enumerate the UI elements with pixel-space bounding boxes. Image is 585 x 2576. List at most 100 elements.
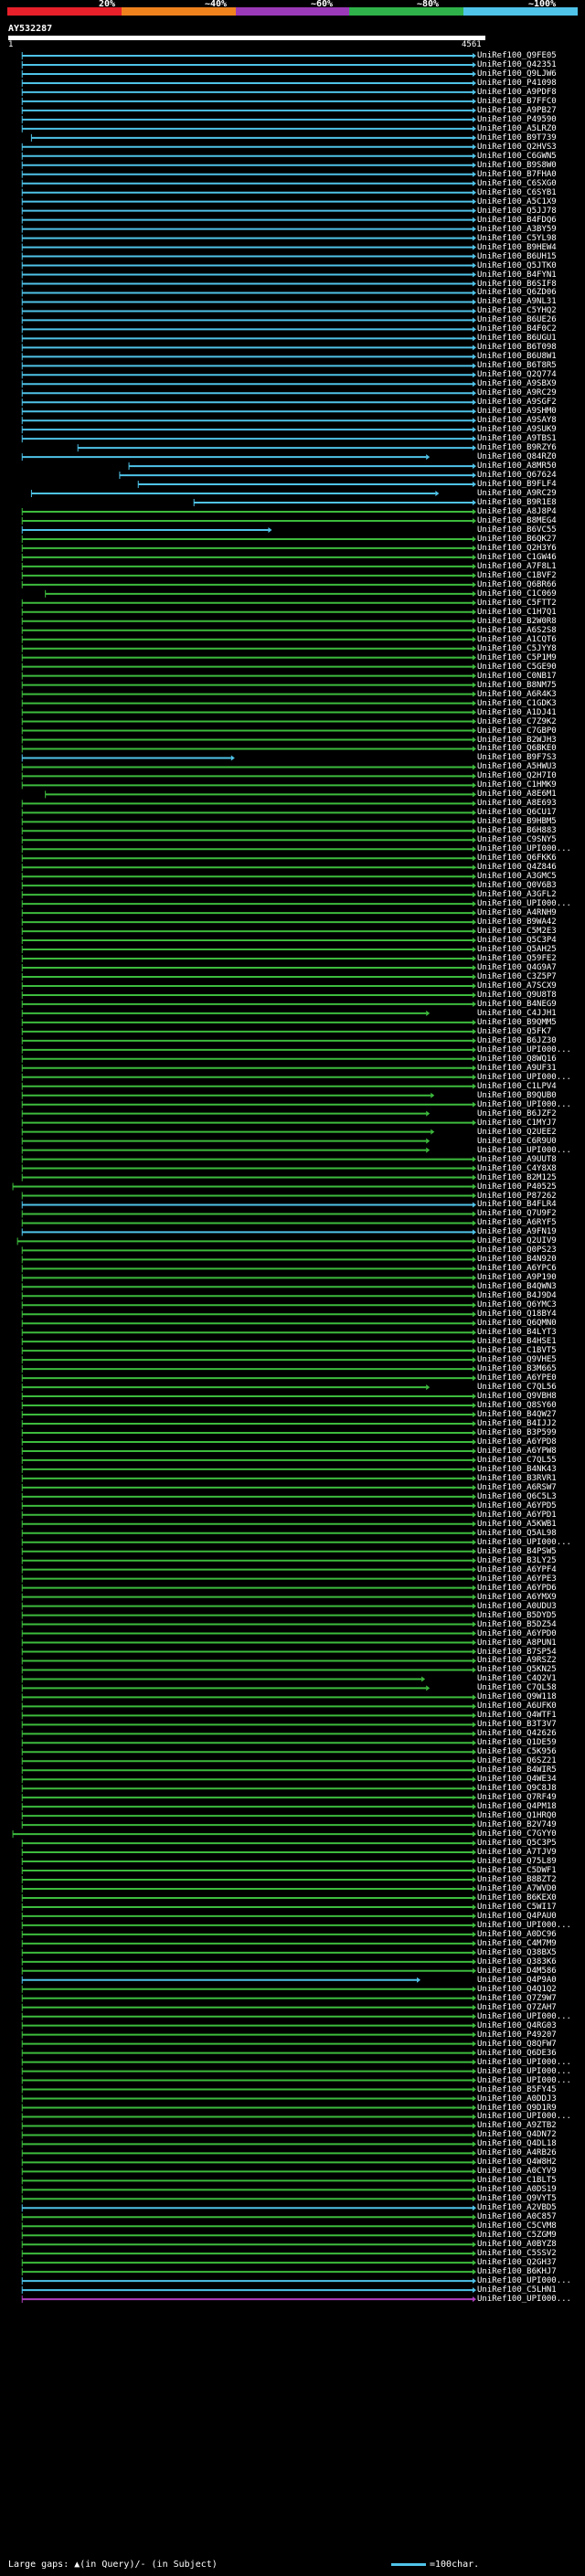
hit-label[interactable]: UniRef100_C5CVM8 xyxy=(477,2221,557,2231)
hit-label[interactable]: UniRef100_B4IJJ2 xyxy=(477,1419,557,1428)
hit-label[interactable]: UniRef100_A6YPD6 xyxy=(477,1583,557,1593)
hit-label[interactable]: UniRef100_UPI000... xyxy=(477,844,571,854)
hit-label[interactable]: UniRef100_B9RZY6 xyxy=(477,443,557,453)
hit-label[interactable]: UniRef100_A8E693 xyxy=(477,799,557,809)
hit-label[interactable]: UniRef100_B9WA42 xyxy=(477,917,557,928)
hit-label[interactable]: UniRef100_Q9C8J8 xyxy=(477,1784,557,1794)
hit-label[interactable]: UniRef100_A0DDJ3 xyxy=(477,2094,557,2104)
hit-label[interactable]: UniRef100_B2WJH3 xyxy=(477,735,557,745)
hit-label[interactable]: UniRef100_UPI000... xyxy=(477,1044,571,1055)
hit-label[interactable]: UniRef100_C7QL56 xyxy=(477,1383,557,1393)
hit-label[interactable]: UniRef100_A9SAY8 xyxy=(477,416,557,426)
hit-label[interactable]: UniRef100_Q6DE36 xyxy=(477,2048,557,2058)
hit-label[interactable]: UniRef100_B6JZ30 xyxy=(477,1035,557,1045)
hit-label[interactable]: UniRef100_B4F0C2 xyxy=(477,324,557,334)
hit-label[interactable]: UniRef100_B6KHJ7 xyxy=(477,2267,557,2277)
hit-label[interactable]: UniRef100_P87262 xyxy=(477,1191,557,1201)
hit-label[interactable]: UniRef100_B9FLF4 xyxy=(477,480,557,490)
hit-label[interactable]: UniRef100_UPI000... xyxy=(477,2112,571,2122)
hit-label[interactable]: UniRef100_Q5JTK0 xyxy=(477,260,557,270)
hit-label[interactable]: UniRef100_C1BVF2 xyxy=(477,570,557,580)
hit-label[interactable]: UniRef100_A6YMX9 xyxy=(477,1592,557,1602)
hit-label[interactable]: UniRef100_B3M665 xyxy=(477,1364,557,1374)
hit-label[interactable]: UniRef100_B5DYD5 xyxy=(477,1610,557,1620)
hit-label[interactable]: UniRef100_Q4WTF1 xyxy=(477,1711,557,1721)
hit-label[interactable]: UniRef100_C1BLT5 xyxy=(477,2176,557,2186)
hit-label[interactable]: UniRef100_P49207 xyxy=(477,2030,557,2040)
hit-label[interactable]: UniRef100_A6YPW8 xyxy=(477,1446,557,1456)
hit-label[interactable]: UniRef100_B4N920 xyxy=(477,1255,557,1265)
hit-label[interactable]: UniRef100_UPI000... xyxy=(477,2057,571,2067)
hit-label[interactable]: UniRef100_UPI000... xyxy=(477,1145,571,1155)
hit-label[interactable]: UniRef100_B2W0R8 xyxy=(477,616,557,626)
hit-label[interactable]: UniRef100_B2M125 xyxy=(477,1172,557,1182)
hit-label[interactable]: UniRef100_Q9U8T8 xyxy=(477,990,557,1000)
hit-label[interactable]: UniRef100_A5C1X9 xyxy=(477,196,557,207)
hit-label[interactable]: UniRef100_Q6BR66 xyxy=(477,579,557,589)
hit-label[interactable]: UniRef100_Q6YMC3 xyxy=(477,1300,557,1310)
hit-label[interactable]: UniRef100_C5M2E3 xyxy=(477,927,557,937)
hit-label[interactable]: UniRef100_A6YPD1 xyxy=(477,1510,557,1520)
hit-label[interactable]: UniRef100_C1C069 xyxy=(477,588,557,599)
hit-label[interactable]: UniRef100_B3RVR1 xyxy=(477,1473,557,1483)
hit-label[interactable]: UniRef100_Q4W8H2 xyxy=(477,2157,557,2168)
hit-label[interactable]: UniRef100_A9ZTB2 xyxy=(477,2121,557,2131)
hit-label[interactable]: UniRef100_C5ZGM9 xyxy=(477,2231,557,2241)
hit-label[interactable]: UniRef100_A9P190 xyxy=(477,1273,557,1283)
hit-label[interactable]: UniRef100_B4FYN1 xyxy=(477,270,557,280)
hit-label[interactable]: UniRef100_B4FDQ6 xyxy=(477,215,557,225)
hit-label[interactable]: UniRef100_Q9VHE5 xyxy=(477,1355,557,1365)
hit-label[interactable]: UniRef100_Q5C3P4 xyxy=(477,936,557,946)
hit-label[interactable]: UniRef100_A8MR50 xyxy=(477,461,557,472)
hit-label[interactable]: UniRef100_A7SCX9 xyxy=(477,981,557,991)
hit-label[interactable]: UniRef100_Q4P9A0 xyxy=(477,1975,557,1985)
hit-label[interactable]: UniRef100_A7WVD0 xyxy=(477,1883,557,1893)
hit-label[interactable]: UniRef100_A9SBX9 xyxy=(477,379,557,389)
hit-label[interactable]: UniRef100_C7QL58 xyxy=(477,1683,557,1693)
hit-label[interactable]: UniRef100_Q42351 xyxy=(477,59,557,69)
hit-label[interactable]: UniRef100_A0CYV9 xyxy=(477,2167,557,2177)
hit-label[interactable]: UniRef100_Q0PS23 xyxy=(477,1246,557,1256)
hit-label[interactable]: UniRef100_Q4WE34 xyxy=(477,1775,557,1785)
hit-label[interactable]: UniRef100_Q8SY60 xyxy=(477,1401,557,1411)
hit-label[interactable]: UniRef100_B4J9D4 xyxy=(477,1291,557,1301)
hit-label[interactable]: UniRef100_Q6C5L3 xyxy=(477,1491,557,1501)
hit-label[interactable]: UniRef100_B4PSW5 xyxy=(477,1546,557,1556)
hit-label[interactable]: UniRef100_Q4Q1Q2 xyxy=(477,1984,557,1994)
hit-label[interactable]: UniRef100_Q4PAU0 xyxy=(477,1911,557,1921)
hit-label[interactable]: UniRef100_B4LYT3 xyxy=(477,1328,557,1338)
hit-label[interactable]: UniRef100_Q5AL98 xyxy=(477,1528,557,1538)
hit-label[interactable]: UniRef100_A9NL31 xyxy=(477,297,557,307)
hit-label[interactable]: UniRef100_A9SUK9 xyxy=(477,425,557,435)
hit-label[interactable]: UniRef100_A0UDU3 xyxy=(477,1601,557,1611)
hit-label[interactable]: UniRef100_A9UUT8 xyxy=(477,1154,557,1164)
hit-label[interactable]: UniRef100_Q7ZAH7 xyxy=(477,2002,557,2012)
hit-label[interactable]: UniRef100_A8J8P4 xyxy=(477,507,557,516)
hit-label[interactable]: UniRef100_A6YPD5 xyxy=(477,1500,557,1511)
hit-label[interactable]: UniRef100_B8MEG4 xyxy=(477,515,557,525)
hit-label[interactable]: UniRef100_A5HWU3 xyxy=(477,762,557,772)
hit-label[interactable]: UniRef100_B6UH15 xyxy=(477,251,557,261)
hit-label[interactable]: UniRef100_UPI000... xyxy=(477,1099,571,1109)
hit-label[interactable]: UniRef100_Q7Z9W7 xyxy=(477,1993,557,2003)
hit-label[interactable]: UniRef100_A7F8L1 xyxy=(477,561,557,571)
hit-label[interactable]: UniRef100_Q5FK7 xyxy=(477,1026,552,1036)
hit-label[interactable]: UniRef100_UPI000... xyxy=(477,1537,571,1547)
hit-label[interactable]: UniRef100_Q4DN72 xyxy=(477,2130,557,2140)
hit-label[interactable]: UniRef100_A6RSW7 xyxy=(477,1482,557,1492)
hit-label[interactable]: UniRef100_C3Z5P7 xyxy=(477,971,557,981)
hit-label[interactable]: UniRef100_A2VBD5 xyxy=(477,2203,557,2213)
hit-label[interactable]: UniRef100_UPI000... xyxy=(477,2011,571,2021)
hit-label[interactable]: UniRef100_Q18BY4 xyxy=(477,1309,557,1320)
hit-label[interactable]: UniRef100_B6JZF2 xyxy=(477,1108,557,1118)
hit-label[interactable]: UniRef100_B4WIR5 xyxy=(477,1765,557,1776)
hit-label[interactable]: UniRef100_Q4DL18 xyxy=(477,2139,557,2149)
hit-label[interactable]: UniRef100_B6U8W1 xyxy=(477,352,557,362)
hit-label[interactable]: UniRef100_C1BVT5 xyxy=(477,1346,557,1356)
hit-label[interactable]: UniRef100_Q2UEE2 xyxy=(477,1127,557,1137)
hit-label[interactable]: UniRef100_Q2H3Y6 xyxy=(477,543,557,553)
hit-label[interactable]: UniRef100_P40525 xyxy=(477,1182,557,1192)
hit-label[interactable]: UniRef100_Q9W118 xyxy=(477,1692,557,1702)
hit-label[interactable]: UniRef100_Q9VYT5 xyxy=(477,2194,557,2204)
hit-label[interactable]: UniRef100_B9HEW4 xyxy=(477,242,557,252)
